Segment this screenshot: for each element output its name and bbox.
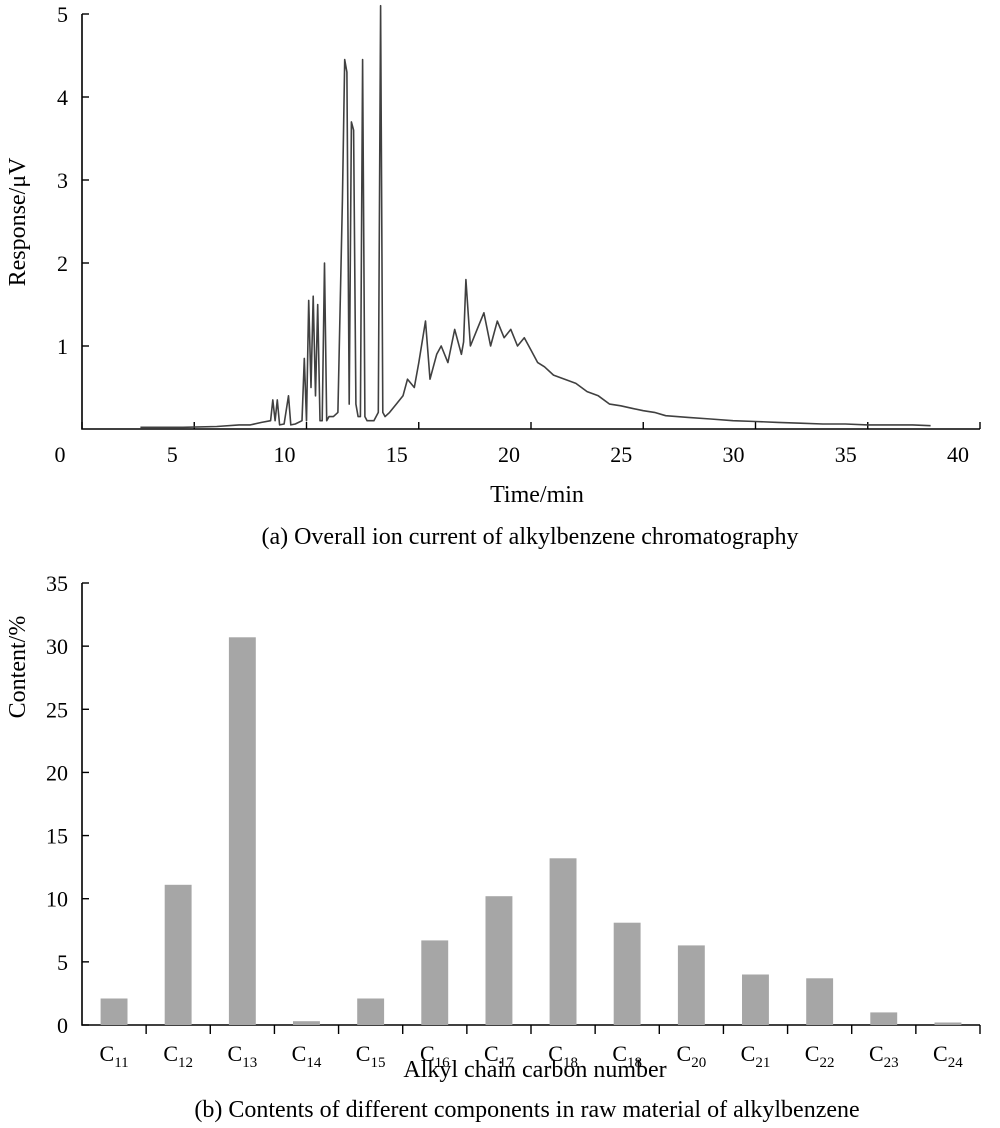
chromatogram-series-line (140, 4, 931, 429)
content-bar (100, 998, 128, 1025)
content-axes (81, 583, 980, 1026)
y-tick-label: 25 (46, 697, 68, 722)
y-tick-label: 3 (57, 168, 68, 193)
category-label: C21 (741, 1041, 771, 1071)
content-bar (228, 637, 256, 1025)
y-tick-label: 0 (57, 1013, 68, 1038)
content-ticks: 0 5 10 15 20 25 30 35 (46, 571, 981, 1038)
chromatogram-caption: (a) Overall ion current of alkylbenzene … (261, 524, 798, 550)
y-tick-label: 20 (46, 760, 68, 785)
category-label: C23 (869, 1041, 899, 1071)
y-tick-label: 35 (46, 571, 68, 596)
content-bar (485, 896, 513, 1025)
content-bar (549, 858, 577, 1025)
content-bar (677, 945, 705, 1025)
y-tick-label: 10 (46, 887, 68, 912)
x-tick-label: 0 (55, 442, 66, 467)
content-category-labels: C11 C12 C13 C14 C15 C16 C17 C18 C18 C20 C21 C22 C23 C… (100, 1041, 964, 1071)
y-tick-label: 4 (57, 85, 68, 110)
chromatogram-y-axis-label: Response/μV (5, 157, 31, 287)
content-bars (100, 637, 962, 1025)
category-label: C24 (933, 1041, 963, 1071)
x-tick-label: 25 (610, 442, 632, 467)
category-label: C12 (163, 1041, 193, 1071)
content-bar (934, 1022, 962, 1025)
category-label: C18 (548, 1041, 578, 1071)
category-label: C22 (805, 1041, 835, 1071)
content-bar (164, 884, 192, 1025)
chromatogram-ticks: 0 5 10 15 20 25 30 35 40 1 2 3 4 5 (55, 2, 981, 467)
chromatogram-x-axis-label: Time/min (490, 482, 584, 508)
content-x-axis-label: Alkyl chain carbon number (403, 1057, 666, 1083)
x-tick-label: 30 (723, 442, 745, 467)
content-caption: (b) Contents of different components in … (194, 1097, 859, 1123)
category-label: C14 (292, 1041, 322, 1071)
content-bar (293, 1021, 320, 1025)
y-tick-label: 30 (46, 634, 68, 659)
content-bar (357, 998, 385, 1025)
category-label: C16 (420, 1041, 450, 1071)
category-label: C18 (612, 1041, 642, 1071)
category-label: C11 (100, 1041, 129, 1071)
x-tick-label: 40 (947, 442, 969, 467)
content-bar (421, 940, 449, 1025)
category-label: C15 (356, 1041, 386, 1071)
content-bar (870, 1012, 898, 1025)
chromatogram-axes (81, 14, 980, 430)
content-bar (613, 922, 641, 1025)
y-tick-label: 15 (46, 824, 68, 849)
content-bar (742, 974, 769, 1025)
category-label: C17 (484, 1041, 514, 1071)
x-tick-label: 35 (835, 442, 857, 467)
x-tick-label: 10 (274, 442, 296, 467)
x-tick-label: 15 (386, 442, 408, 467)
x-tick-label: 20 (498, 442, 520, 467)
y-tick-label: 5 (57, 950, 68, 975)
content-y-axis-label: Content/% (5, 616, 31, 719)
x-tick-label: 5 (167, 442, 178, 467)
chromatogram-panel: 0 5 10 15 20 25 30 35 40 1 2 3 4 5 Time/min Response/… (5, 2, 981, 550)
y-tick-label: 1 (57, 334, 68, 359)
content-bar (806, 978, 834, 1025)
y-tick-label: 5 (57, 2, 68, 27)
category-label: C20 (677, 1041, 707, 1071)
category-label: C13 (228, 1041, 258, 1071)
y-tick-label: 2 (57, 251, 68, 276)
